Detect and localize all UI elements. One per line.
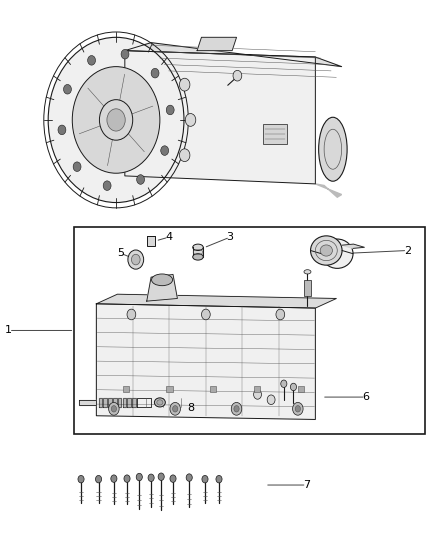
Bar: [123, 386, 129, 392]
Text: 2: 2: [404, 246, 411, 255]
Circle shape: [267, 395, 275, 405]
Bar: [147, 236, 155, 246]
Ellipse shape: [318, 117, 347, 181]
Circle shape: [128, 250, 144, 269]
Polygon shape: [197, 37, 237, 51]
Circle shape: [233, 70, 242, 81]
Polygon shape: [108, 398, 112, 407]
Circle shape: [58, 125, 66, 135]
Bar: [304, 280, 311, 296]
Circle shape: [231, 402, 242, 415]
Polygon shape: [99, 398, 102, 407]
Ellipse shape: [311, 236, 342, 265]
Circle shape: [137, 175, 145, 184]
Circle shape: [293, 402, 303, 415]
Circle shape: [107, 109, 125, 131]
Circle shape: [158, 473, 164, 480]
Circle shape: [121, 50, 129, 59]
Text: 3: 3: [226, 232, 233, 242]
Bar: [74, 227, 425, 434]
Polygon shape: [96, 304, 315, 419]
Circle shape: [170, 475, 176, 482]
Circle shape: [103, 181, 111, 190]
Ellipse shape: [157, 400, 163, 405]
Circle shape: [131, 254, 140, 265]
Circle shape: [234, 406, 239, 412]
Bar: [254, 386, 260, 392]
Polygon shape: [118, 398, 121, 407]
Circle shape: [48, 37, 184, 203]
Polygon shape: [125, 51, 315, 184]
Polygon shape: [113, 398, 117, 407]
Circle shape: [186, 474, 192, 481]
Polygon shape: [137, 398, 151, 407]
Polygon shape: [342, 244, 364, 248]
Text: 4: 4: [165, 232, 172, 242]
Ellipse shape: [193, 244, 203, 251]
Circle shape: [109, 402, 119, 415]
Circle shape: [151, 68, 159, 78]
Text: 6: 6: [362, 392, 369, 402]
Circle shape: [88, 55, 95, 65]
Polygon shape: [127, 398, 131, 407]
Circle shape: [136, 473, 142, 481]
Circle shape: [148, 474, 154, 481]
Circle shape: [166, 105, 174, 115]
Polygon shape: [193, 247, 203, 257]
Polygon shape: [147, 274, 177, 301]
Text: 8: 8: [187, 403, 194, 413]
Circle shape: [64, 84, 71, 94]
Bar: [166, 386, 173, 392]
Circle shape: [290, 383, 297, 391]
Circle shape: [216, 475, 222, 483]
Circle shape: [180, 149, 190, 161]
Ellipse shape: [320, 245, 332, 256]
Circle shape: [127, 309, 136, 320]
Circle shape: [295, 406, 300, 412]
Polygon shape: [132, 398, 136, 407]
Circle shape: [111, 475, 117, 482]
Circle shape: [276, 309, 285, 320]
Ellipse shape: [304, 270, 311, 274]
Polygon shape: [116, 43, 151, 56]
Polygon shape: [123, 398, 126, 407]
Circle shape: [124, 475, 130, 482]
Circle shape: [73, 162, 81, 172]
Circle shape: [161, 146, 169, 156]
Bar: [210, 386, 216, 392]
Circle shape: [95, 475, 102, 483]
Text: 5: 5: [117, 248, 124, 258]
Circle shape: [202, 475, 208, 483]
Text: 7: 7: [303, 480, 310, 490]
Ellipse shape: [321, 239, 353, 269]
Polygon shape: [315, 184, 342, 197]
Text: 1: 1: [5, 326, 12, 335]
Polygon shape: [125, 43, 342, 67]
Circle shape: [78, 475, 84, 483]
Circle shape: [281, 380, 287, 387]
Polygon shape: [103, 398, 107, 407]
Circle shape: [173, 406, 178, 412]
Circle shape: [180, 78, 190, 91]
Ellipse shape: [152, 274, 173, 286]
Polygon shape: [96, 294, 336, 308]
Bar: [298, 386, 304, 392]
Polygon shape: [79, 400, 96, 405]
Circle shape: [254, 390, 261, 399]
Circle shape: [170, 402, 180, 415]
Ellipse shape: [154, 398, 166, 407]
Ellipse shape: [193, 254, 203, 260]
Circle shape: [201, 309, 210, 320]
Circle shape: [72, 67, 160, 173]
Bar: [263, 124, 287, 144]
Circle shape: [185, 114, 196, 126]
Circle shape: [99, 100, 133, 140]
Circle shape: [111, 406, 117, 412]
